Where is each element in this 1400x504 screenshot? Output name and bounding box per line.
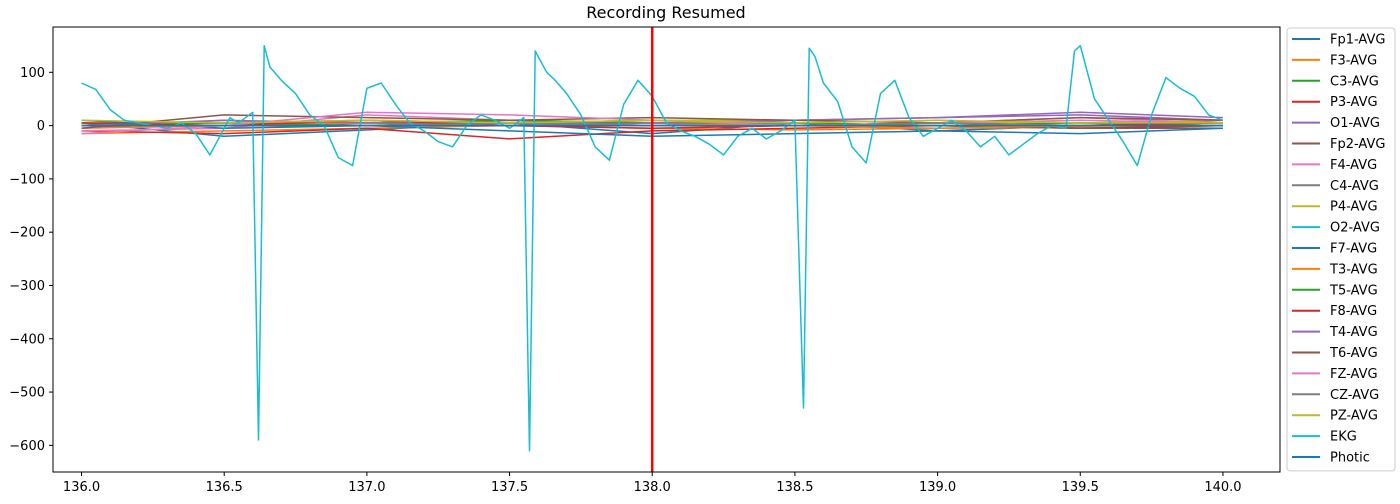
plot-area	[81, 27, 1224, 472]
x-tick-label: 139.5	[1062, 480, 1099, 495]
x-tick-label: 139.0	[919, 480, 956, 495]
x-tick-label: 138.5	[776, 480, 813, 495]
y-tick-label: −600	[9, 439, 45, 454]
x-tick-label: 136.0	[63, 480, 100, 495]
x-tick-label: 137.0	[348, 480, 385, 495]
y-tick-label: −400	[9, 332, 45, 347]
axes-frame	[52, 26, 1281, 473]
y-tick-label: 100	[20, 66, 45, 81]
x-tick-label: 136.5	[206, 480, 243, 495]
y-tick-label: −100	[9, 172, 45, 187]
y-tick-label: 0	[37, 119, 45, 134]
legend-label: C4-AVG	[1330, 179, 1379, 194]
legend-label: Photic	[1330, 451, 1370, 466]
legend-label: T4-AVG	[1329, 325, 1378, 340]
legend-label: F3-AVG	[1330, 53, 1377, 68]
legend-label: T6-AVG	[1329, 346, 1378, 361]
legend-label: O2-AVG	[1330, 221, 1380, 236]
legend-label: Fp2-AVG	[1330, 137, 1385, 152]
legend-label: EKG	[1330, 430, 1357, 445]
legend-label: Fp1-AVG	[1330, 33, 1385, 48]
legend-label: T5-AVG	[1329, 283, 1378, 298]
legend-label: P3-AVG	[1330, 95, 1378, 110]
legend-label: PZ-AVG	[1330, 409, 1378, 424]
legend-label: FZ-AVG	[1330, 367, 1378, 382]
legend-label: CZ-AVG	[1330, 388, 1379, 403]
legend-label: C3-AVG	[1330, 74, 1379, 89]
y-tick-label: −200	[9, 226, 45, 241]
legend-label: O1-AVG	[1330, 116, 1380, 131]
chart-title: Recording Resumed	[586, 3, 745, 22]
x-tick-label: 137.5	[491, 480, 528, 495]
y-tick-label: −500	[9, 386, 45, 401]
legend-box	[1286, 27, 1396, 472]
x-tick-label: 138.0	[634, 480, 671, 495]
legend-label: F4-AVG	[1330, 158, 1377, 173]
series-line-ekg	[81, 44, 1224, 452]
legend-label: P4-AVG	[1330, 200, 1378, 215]
x-tick-label: 140.0	[1204, 480, 1241, 495]
legend-label: F8-AVG	[1330, 304, 1377, 319]
y-axis: 100 0 −100 −200 −300 −400 −500 −600	[9, 66, 53, 454]
x-axis: 136.0 136.5 137.0 137.5 138.0 138.5 139.0 139.5…	[63, 472, 1242, 495]
legend-label: F7-AVG	[1330, 242, 1377, 257]
y-tick-label: −300	[9, 279, 45, 294]
legend: Fp1-AVG F3-AVG C3-AVG P3-AVG O1-AVG Fp2-AVG F4…	[1286, 27, 1396, 472]
legend-label: T3-AVG	[1329, 262, 1378, 277]
